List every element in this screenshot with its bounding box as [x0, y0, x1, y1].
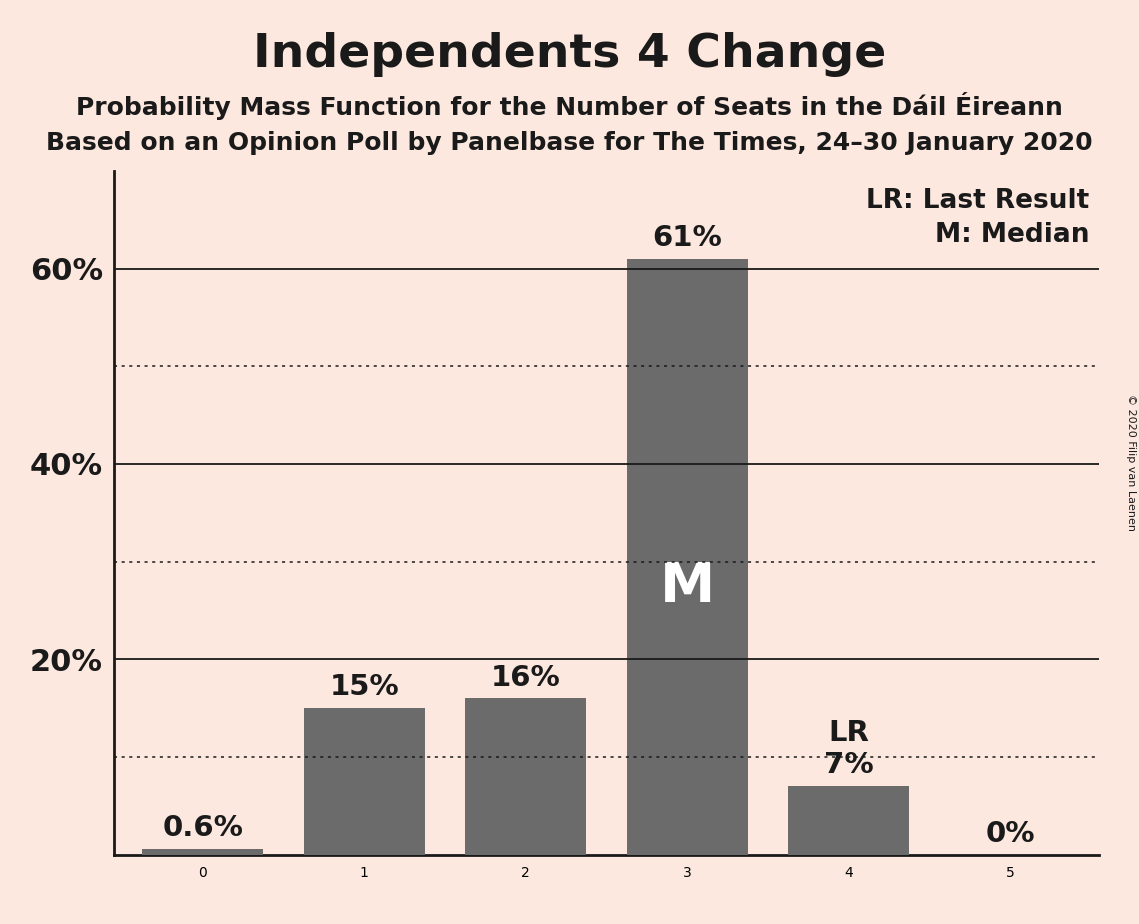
Text: Probability Mass Function for the Number of Seats in the Dáil Éireann: Probability Mass Function for the Number… [76, 92, 1063, 120]
Text: LR: Last Result: LR: Last Result [866, 188, 1089, 214]
Text: M: Median: M: Median [935, 222, 1089, 249]
Bar [465, 699, 587, 855]
Text: 61%: 61% [653, 224, 722, 252]
Bar [142, 849, 263, 855]
Text: 7%: 7% [823, 751, 874, 780]
Text: LR: LR [828, 719, 869, 748]
Text: 15%: 15% [329, 674, 399, 701]
Text: © 2020 Filip van Laenen: © 2020 Filip van Laenen [1126, 394, 1136, 530]
Text: Independents 4 Change: Independents 4 Change [253, 32, 886, 78]
Text: 16%: 16% [491, 663, 560, 691]
Text: Based on an Opinion Poll by Panelbase for The Times, 24–30 January 2020: Based on an Opinion Poll by Panelbase fo… [47, 131, 1092, 155]
Bar [626, 259, 748, 855]
Text: M: M [659, 560, 715, 614]
Text: 0%: 0% [985, 820, 1035, 848]
Bar [788, 786, 909, 855]
Text: 0.6%: 0.6% [162, 814, 243, 842]
Bar [304, 708, 425, 855]
